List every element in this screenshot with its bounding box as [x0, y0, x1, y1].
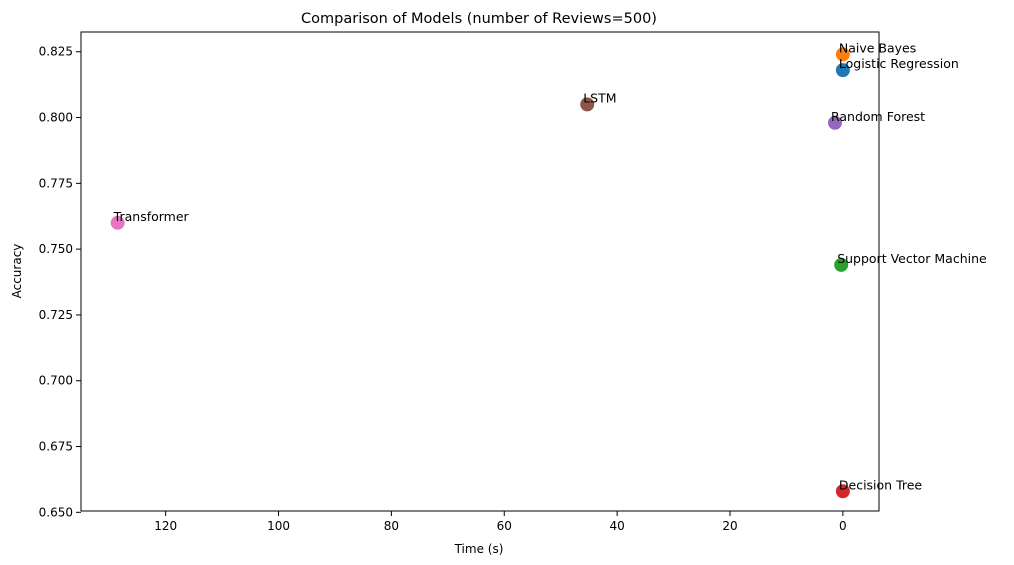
x-tick-label: 40: [609, 519, 624, 533]
y-tick-label: 0.700: [39, 374, 73, 388]
data-point: [835, 63, 850, 78]
x-axis: 120 100 80 60 40 20 0: [154, 511, 847, 533]
x-tick-label: 0: [839, 519, 847, 533]
data-point: [835, 484, 850, 499]
x-tick-label: 100: [267, 519, 290, 533]
x-tick-label: 80: [384, 519, 399, 533]
y-tick-label: 0.650: [39, 505, 73, 519]
point-label: Naive Bayes: [839, 40, 916, 55]
data-point: [110, 215, 125, 230]
point-label: LSTM: [583, 90, 616, 105]
data-point: [834, 257, 849, 272]
data-point: [827, 115, 842, 130]
point-label: Support Vector Machine: [837, 251, 987, 266]
y-tick-label: 0.675: [39, 440, 73, 454]
x-axis-label: Time (s): [454, 542, 504, 556]
y-axis-label: Accuracy: [10, 244, 24, 299]
x-tick-label: 120: [154, 519, 177, 533]
point-label: Decision Tree: [839, 477, 923, 492]
point-label: Random Forest: [831, 109, 925, 124]
plot-area-frame: [80, 31, 880, 512]
x-tick-label: 60: [497, 519, 512, 533]
y-tick-label: 0.750: [39, 242, 73, 256]
y-tick-label: 0.825: [39, 45, 73, 59]
y-tick-label: 0.775: [39, 176, 73, 190]
y-axis: 0.650 0.675 0.700 0.725 0.750 0.775 0.800 0.825: [39, 45, 81, 519]
y-tick-label: 0.725: [39, 308, 73, 322]
point-label: Logistic Regression: [839, 56, 959, 71]
data-point: [580, 97, 595, 112]
y-tick-label: 0.800: [39, 111, 73, 125]
chart-title: Comparison of Models (number of Reviews=…: [301, 11, 657, 27]
point-label: Transformer: [113, 209, 190, 224]
data-point: [835, 47, 850, 62]
x-tick-label: 20: [722, 519, 737, 533]
